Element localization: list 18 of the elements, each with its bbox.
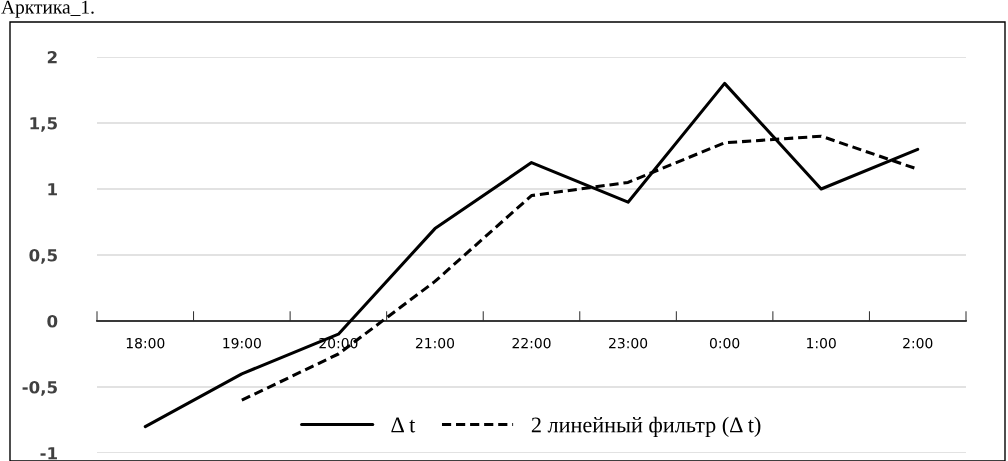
x-tick-label: 23:00 [609,337,648,349]
x-tick-label: 22:00 [512,337,551,349]
y-tick-label: 1,5 [30,117,57,132]
x-tick-label: 0:00 [709,337,740,349]
x-tick-label: 18:00 [126,337,165,349]
y-tick-label: -1 [40,447,57,460]
text: Арктика_1. [1,0,94,18]
x-tick-label: 21:00 [415,337,455,349]
x-tick-label: 2:00 [903,337,933,349]
legend-label: Δ t [391,417,416,433]
y-tick-label: 2 [47,50,57,64]
y-tick-label: 1 [48,183,57,196]
x-tick-label: 19:00 [223,337,261,349]
y-tick-label: 0,5 [29,248,57,264]
y-tick-label: -0,5 [22,380,57,396]
x-tick-label: 1:00 [807,337,836,349]
legend-label: 2 линейный фильтр (Δ t) [531,416,761,437]
y-tick-label: 0 [47,314,58,328]
